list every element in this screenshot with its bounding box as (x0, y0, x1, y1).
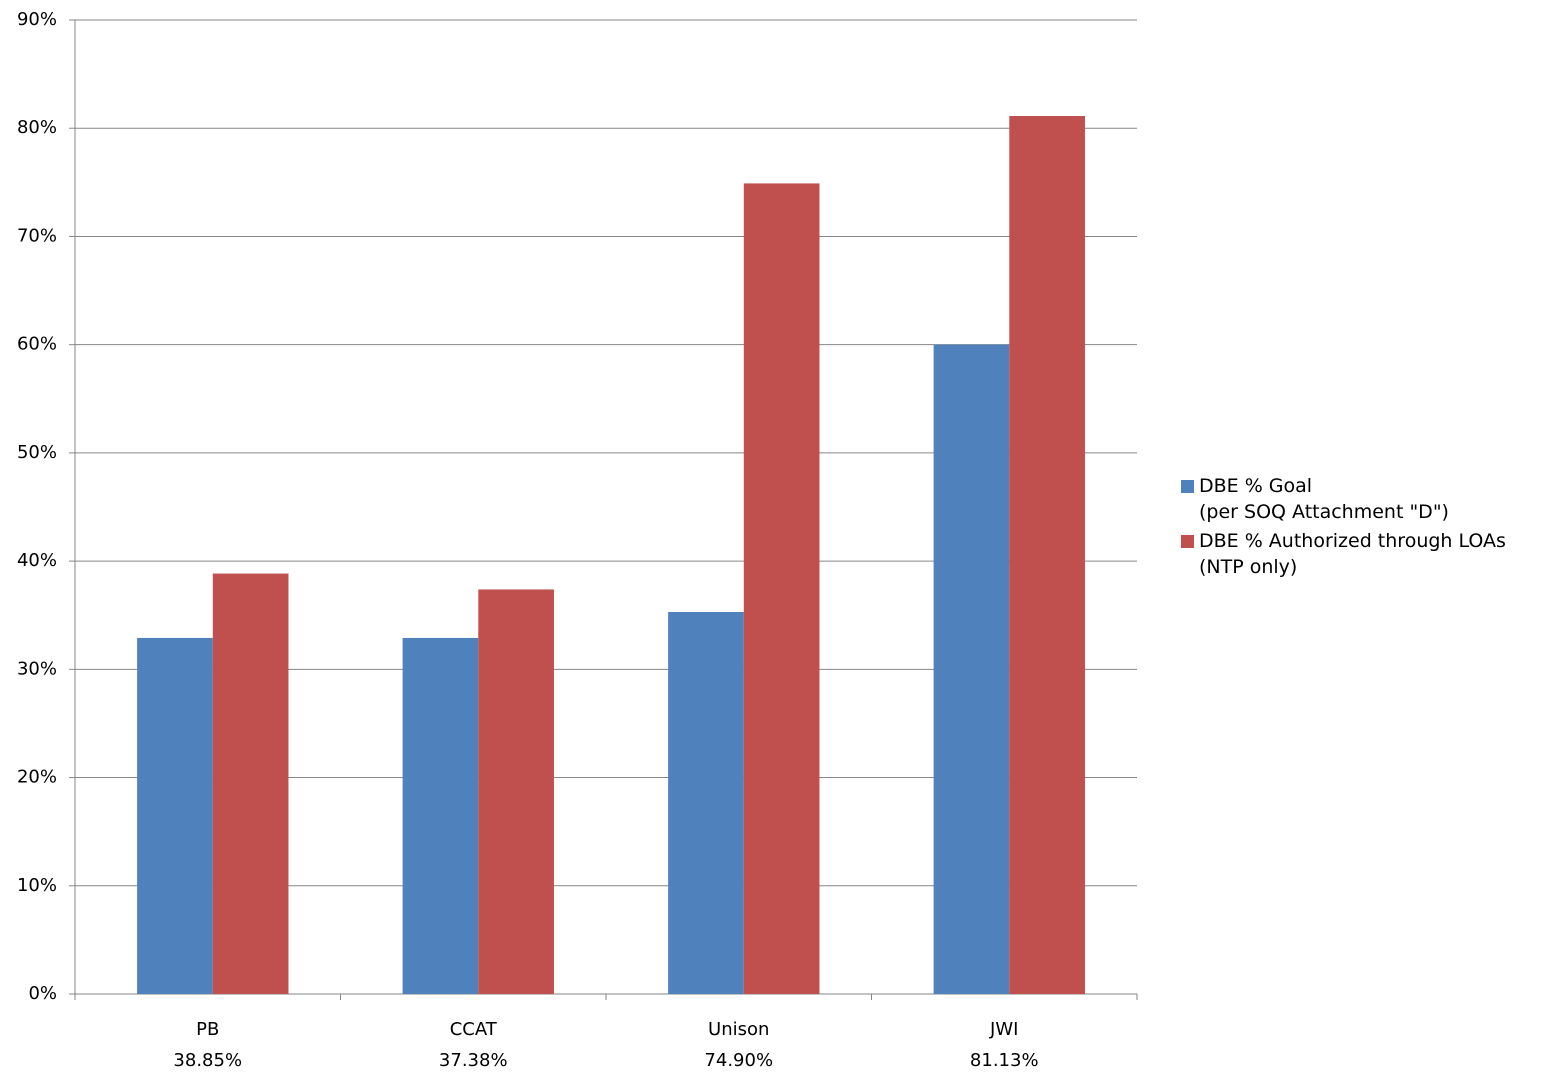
y-tick-label: 10% (17, 875, 57, 896)
x-tick-note: 37.38% (439, 1050, 508, 1071)
x-tick-label: PB (196, 1019, 219, 1040)
legend-label: DBE % Goal (per SOQ Attachment "D") (1199, 475, 1449, 523)
x-tick-note: 38.85% (173, 1050, 242, 1071)
y-tick-label: 40% (17, 550, 57, 571)
bar (212, 573, 289, 994)
legend-label: DBE % Authorized through LOAs (NTP only) (1199, 530, 1506, 578)
bar (933, 344, 1010, 995)
legend-swatch (1181, 535, 1194, 548)
legend-swatch (1181, 480, 1194, 493)
x-tick-label: Unison (708, 1019, 769, 1040)
y-tick-label: 90% (17, 9, 57, 30)
y-tick-label: 50% (17, 442, 57, 463)
y-tick-label: 0% (28, 983, 57, 1004)
bar (1009, 115, 1085, 995)
y-tick-label: 30% (17, 658, 57, 679)
bar (743, 183, 820, 995)
bar (478, 589, 554, 994)
x-tick-note: 81.13% (970, 1050, 1039, 1071)
x-tick-note: 74.90% (704, 1050, 773, 1071)
y-tick-label: 80% (17, 117, 57, 138)
y-tick-label: 60% (17, 334, 57, 355)
bar (137, 637, 213, 994)
x-tick-label: JWI (989, 1019, 1018, 1040)
y-tick-label: 20% (17, 767, 57, 788)
bar (402, 637, 479, 994)
bar (668, 611, 744, 994)
y-tick-label: 70% (17, 225, 57, 246)
x-tick-label: CCAT (450, 1019, 498, 1040)
